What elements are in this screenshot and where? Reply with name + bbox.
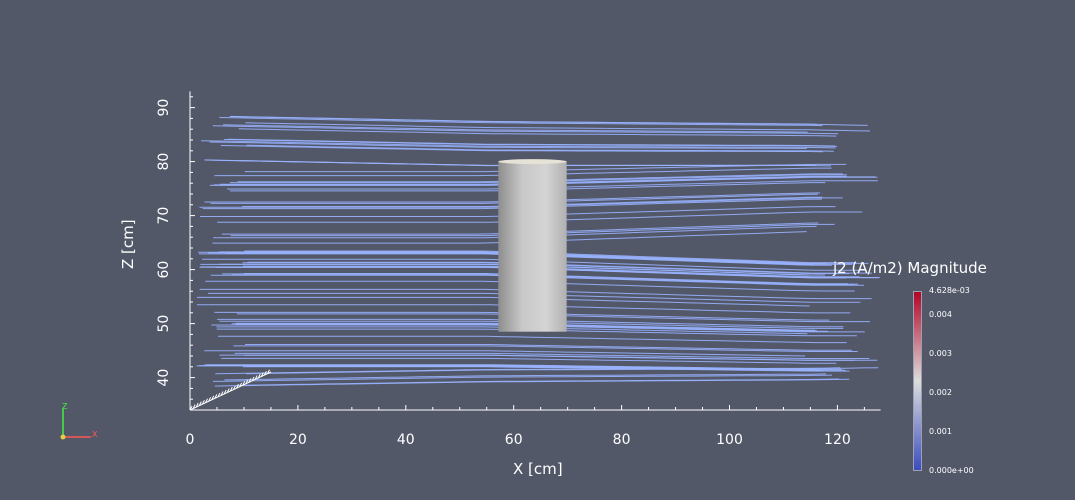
streamline (218, 335, 847, 344)
streamline (238, 128, 837, 137)
z-tick-label: 70 (156, 207, 172, 225)
streamline (245, 366, 824, 372)
colorbar-max-label: 4.628e-03 (929, 286, 970, 295)
streamline (212, 374, 833, 382)
x-tick-label: 80 (613, 432, 631, 448)
streamline (230, 115, 817, 125)
seed-line-segment (189, 371, 272, 411)
z-tick-label: 80 (156, 153, 172, 171)
streamline (206, 364, 816, 370)
streamline (204, 350, 806, 357)
colorbar-tick-label: 0.003 (929, 349, 952, 359)
streamline (234, 352, 870, 359)
streamline (246, 144, 834, 152)
x-axis-title: X [cm] (513, 460, 563, 478)
streamline (245, 344, 852, 351)
x-tick-label: 0 (186, 432, 195, 448)
streamline (236, 378, 840, 386)
colorbar-tick-label: 0.002 (929, 388, 952, 398)
plot-axes: 0 20 40 60 80 100 120 40 50 60 70 80 90 (156, 91, 881, 448)
z-tick-label: 60 (156, 261, 172, 279)
orientation-z-label: Z (62, 402, 68, 411)
z-tick-label: 40 (156, 369, 172, 387)
cylinder-object (498, 159, 567, 332)
colorbar-gradient (913, 291, 922, 471)
z-tick-label: 50 (156, 315, 172, 333)
seed-line (189, 369, 272, 411)
streamline (223, 124, 808, 133)
x-tick-label: 60 (505, 432, 523, 448)
streamline (212, 125, 839, 135)
colorbar-tick-label: 0.004 (929, 310, 952, 320)
streamline (209, 141, 807, 149)
streamline (224, 373, 827, 381)
cylinder-cap (498, 159, 567, 165)
streamline (233, 345, 858, 352)
cylinder-body (498, 161, 567, 332)
orientation-origin (60, 434, 66, 440)
x-tick-label: 20 (289, 432, 307, 448)
streamline (220, 145, 823, 153)
z-tick-label: 90 (156, 99, 172, 117)
z-axis-title: Z [cm] (119, 219, 137, 269)
streamline (245, 122, 871, 132)
streamline (243, 354, 855, 361)
colorbar-tick-label: 0.001 (929, 427, 952, 437)
streamline (219, 117, 823, 127)
streamline (221, 357, 837, 364)
orientation-axes-widget (60, 409, 91, 440)
x-tick-label: 120 (824, 432, 851, 448)
streamline (227, 138, 835, 147)
x-tick-label: 100 (716, 432, 743, 448)
streamline (201, 140, 836, 149)
x-tick-label: 40 (397, 432, 415, 448)
colorbar-title: j2 (A/m2) Magnitude (833, 259, 987, 277)
colorbar-min-label: 0.000e+00 (929, 466, 974, 475)
orientation-x-label: X (92, 430, 98, 439)
